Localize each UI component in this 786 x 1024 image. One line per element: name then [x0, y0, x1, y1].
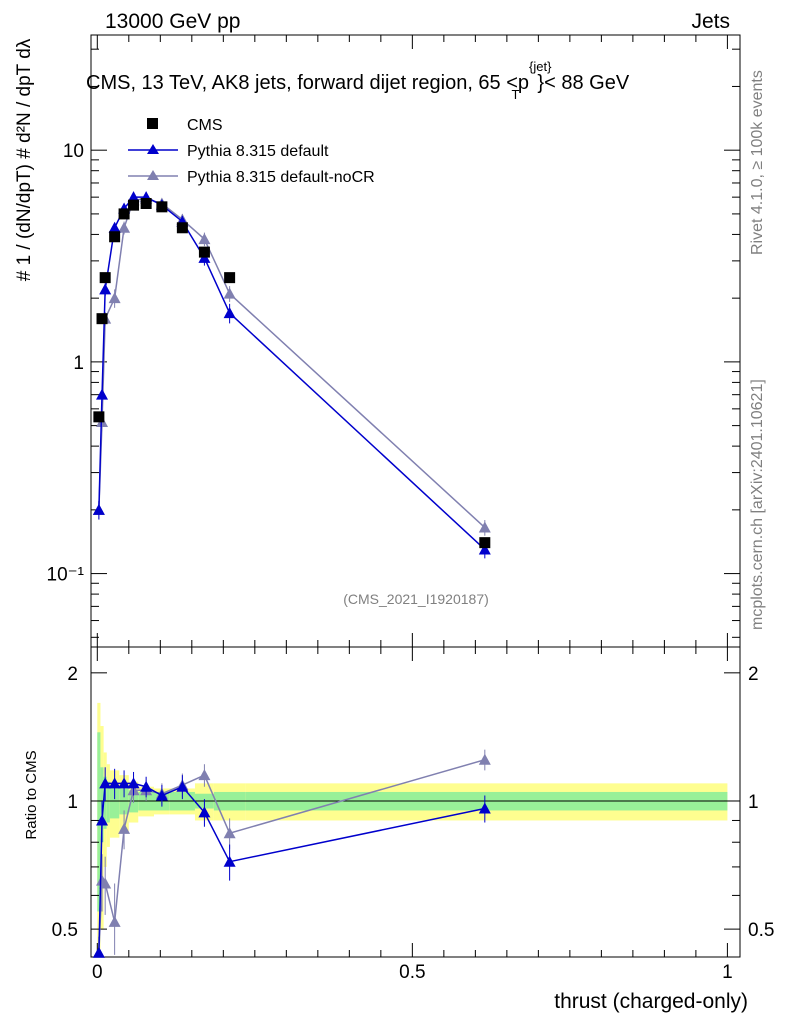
- ratio-point: [478, 753, 491, 765]
- ratio-point: [92, 946, 105, 958]
- cms-data-point: [479, 537, 491, 549]
- title-main: CMS, 13 TeV, AK8 jets, forward dijet reg…: [86, 72, 529, 94]
- ratio-tick-label-left: 1: [67, 792, 78, 813]
- title-end: }< 88 GeV: [537, 72, 629, 94]
- cms-data-point: [224, 272, 236, 284]
- ratio-point: [108, 915, 121, 927]
- y-tick-label: 10: [63, 141, 84, 162]
- ratio-point: [155, 789, 168, 801]
- ratio-tick-label-right: 0.5: [748, 920, 774, 941]
- data-point: [478, 521, 491, 533]
- ratio-tick-label-right: 1: [748, 792, 759, 813]
- legend-marker-nocr: [147, 170, 159, 180]
- data-point: [108, 292, 121, 304]
- ratio-point: [108, 777, 121, 789]
- x-tick-label: 0: [92, 962, 103, 983]
- inner-band-segment: [109, 785, 120, 819]
- analysis-tag: (CMS_2021_I1920187): [343, 591, 489, 607]
- cms-data-point: [128, 199, 140, 211]
- legend-label-cms: CMS: [187, 117, 223, 134]
- cms-data-point: [109, 231, 121, 243]
- ratio-tick-label-right: 2: [748, 664, 759, 685]
- top-series: [92, 191, 491, 559]
- ratio-point: [118, 777, 131, 789]
- legend-label-default: Pythia 8.315 default: [187, 143, 329, 160]
- cms-data-point: [93, 411, 105, 423]
- cms-data-point: [198, 246, 210, 258]
- legend: CMS Pythia 8.315 default Pythia 8.315 de…: [128, 117, 375, 186]
- y-tick-label: 1: [73, 353, 84, 374]
- ratio-point: [99, 777, 112, 789]
- data-point: [198, 233, 211, 245]
- cms-data-point: [156, 201, 168, 213]
- ratio-point: [127, 777, 140, 789]
- cms-data-point: [96, 313, 108, 325]
- data-point: [478, 543, 491, 555]
- ratio-point: [223, 827, 236, 839]
- x-tick-label: 1: [722, 962, 733, 983]
- inner-band-segment: [106, 781, 110, 823]
- y-axis-label-top: # 1 / (dN/dpT) # d²N / dpT dλ: [14, 38, 35, 281]
- ratio-point: [223, 855, 236, 867]
- data-point: [118, 221, 131, 233]
- y-axis-label-bottom: Ratio to CMS: [23, 750, 40, 839]
- ratio-point: [118, 822, 131, 834]
- x-tick-label: 0.5: [399, 962, 425, 983]
- x-axis-label: thrust (charged-only): [554, 990, 748, 1013]
- ratio-series: [92, 749, 491, 958]
- title-sup: {jet}: [529, 59, 552, 74]
- ratio-point: [96, 814, 109, 826]
- header-right: Jets: [691, 10, 730, 33]
- ratio-tick-label-left: 2: [67, 664, 78, 685]
- ratio-point: [198, 769, 211, 781]
- legend-marker-default: [147, 144, 159, 154]
- cms-data-point: [99, 272, 111, 284]
- ratio-point: [198, 806, 211, 818]
- ratio-point: [478, 802, 491, 814]
- cms-data-point: [140, 197, 152, 209]
- data-point: [127, 191, 140, 203]
- cms-data-point: [118, 208, 130, 220]
- header-left: 13000 GeV pp: [105, 10, 240, 33]
- series-line: [98, 197, 486, 529]
- data-point: [96, 388, 109, 400]
- chart-title: CMS, 13 TeV, AK8 jets, forward dijet reg…: [86, 59, 630, 102]
- ratio-tick-label-left: 0.5: [52, 920, 78, 941]
- cms-data-point: [176, 222, 188, 234]
- y-tick-label: 10⁻¹: [47, 565, 85, 586]
- axis-ticks: 0 0.5 1 10⁻¹ 1 10 0.5 0.5 1 1 2 2: [47, 35, 774, 983]
- ratio-point: [176, 780, 189, 792]
- legend-marker-cms: [147, 118, 158, 129]
- rivet-label: Rivet 4.1.0, ≥ 100k events: [749, 70, 766, 255]
- data-point: [108, 221, 121, 233]
- uncertainty-bands: [97, 702, 728, 953]
- title-sub: T: [511, 87, 519, 102]
- mcplots-label: mcplots.cern.ch [arXiv:2401.10621]: [749, 379, 766, 630]
- data-point: [223, 287, 236, 299]
- inner-band-segment: [103, 776, 107, 829]
- bottom-plot-frame: [90, 646, 741, 958]
- series-line: [98, 196, 486, 551]
- data-point: [92, 503, 105, 515]
- legend-label-nocr: Pythia 8.315 default-noCR: [187, 169, 375, 186]
- ratio-point: [140, 780, 153, 792]
- data-point: [99, 283, 112, 295]
- ratio-point: [99, 877, 112, 889]
- ratio-line: [98, 782, 485, 953]
- data-point: [223, 307, 236, 319]
